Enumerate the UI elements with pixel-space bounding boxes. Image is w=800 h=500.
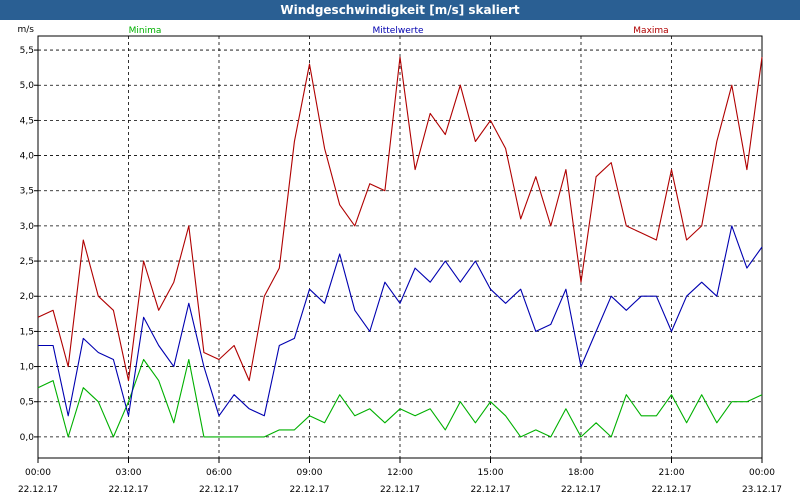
legend-maxima: Maxima: [633, 26, 668, 36]
y-axis-label: m/s: [18, 25, 35, 35]
x-tick-label-date: 22.12.17: [470, 485, 510, 495]
y-tick-label: 4,5: [20, 116, 34, 126]
x-tick-label-date: 22.12.17: [199, 485, 239, 495]
series-line-mittelwerte: [38, 225, 763, 417]
y-tick-label: 0,0: [20, 433, 35, 443]
x-tick-label-time: 00:00: [749, 468, 775, 478]
x-tick-label-date: 22.12.17: [380, 485, 420, 495]
y-tick-label: 5,0: [20, 81, 35, 91]
y-tick-label: 2,5: [20, 257, 34, 267]
x-tick-label-date: 22.12.17: [651, 485, 691, 495]
y-tick-label: 3,5: [20, 187, 34, 197]
y-tick-label: 1,5: [20, 327, 34, 337]
legend-minima: Minima: [129, 26, 162, 36]
wind-speed-chart: 0,0 0,5 1,0 1,5 2,0 2,5 3,0 3,5 4,0 4,5 5,0 5,5 m/s 0…: [18, 25, 783, 495]
series-line-minima: [37, 358, 763, 438]
y-tick-label: 1,0: [20, 363, 35, 373]
y-tick-label: 5,5: [20, 46, 34, 56]
legend-mittelwerte: Mittelwerte: [372, 26, 423, 36]
x-tick-label-time: 21:00: [659, 468, 685, 478]
y-tick-label: 4,0: [20, 152, 35, 162]
x-tick-label-time: 03:00: [116, 468, 142, 478]
series-line-maxima: [37, 56, 763, 382]
x-tick-label-time: 18:00: [568, 468, 594, 478]
y-tick-label: 2,0: [20, 292, 35, 302]
x-tick-label-date: 22.12.17: [108, 485, 148, 495]
x-tick-label-date: 22.12.17: [289, 485, 329, 495]
y-tick-label: 0,5: [20, 398, 34, 408]
x-tick-label-time: 06:00: [206, 468, 232, 478]
x-tick-label-time: 00:00: [25, 468, 51, 478]
chart-title: Windgeschwindigkeit [m/s] skaliert: [0, 0, 800, 20]
x-tick-label-date: 22.12.17: [561, 485, 601, 495]
x-tick-label-time: 09:00: [297, 468, 323, 478]
x-tick-label-time: 12:00: [387, 468, 413, 478]
y-tick-label: 3,0: [20, 222, 35, 232]
x-tick-label-date: 23.12.17: [742, 485, 782, 495]
x-tick-label-date: 22.12.17: [18, 485, 58, 495]
x-tick-label-time: 15:00: [478, 468, 504, 478]
